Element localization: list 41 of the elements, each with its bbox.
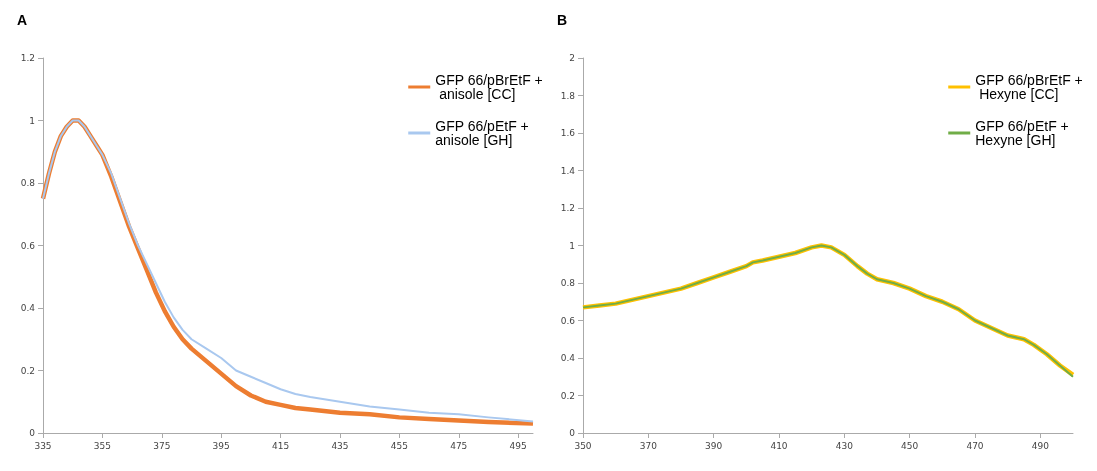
chart-title: A: [17, 12, 28, 28]
y-tick-label: 1.4: [560, 165, 576, 176]
y-tick-label: 0: [29, 428, 36, 438]
x-tick-label: 475: [450, 440, 468, 451]
x-tick-label: 355: [93, 440, 111, 451]
y-tick-label: 1.2: [20, 53, 35, 63]
y-tick-label: 1.6: [560, 128, 576, 138]
y-tick-label: 1.8: [560, 90, 576, 101]
x-tick-label: 415: [271, 440, 290, 451]
x-tick-label: 335: [34, 440, 52, 451]
y-tick-label: 1: [29, 115, 35, 126]
x-tick-label: 450: [901, 440, 919, 451]
x-tick-label: 350: [574, 440, 592, 451]
x-tick-label: 395: [212, 440, 230, 451]
x-tick-label: 430: [835, 440, 854, 451]
x-tick-label: 435: [331, 440, 349, 451]
x-tick-label: 390: [705, 440, 723, 451]
y-tick-label: 1: [569, 240, 575, 251]
y-tick-label: 0.8: [20, 178, 36, 188]
x-tick-label: 490: [1031, 440, 1050, 451]
y-tick-label: 0.2: [20, 365, 35, 376]
x-tick-label: 410: [770, 440, 788, 451]
y-tick-label: 0.2: [560, 390, 575, 401]
y-tick-label: 0.4: [560, 353, 576, 363]
legend-label: GFP 66/pEtF + Hexyne [GH]: [975, 118, 1073, 148]
x-tick-label: 495: [509, 440, 527, 451]
chart-title: B: [557, 12, 568, 28]
legend-label: GFP 66/pEtF + anisole [GH]: [435, 118, 533, 148]
legend-label: GFP 66/pBrEtF + anisole [CC]: [435, 72, 543, 102]
legend-label: GFP 66/pBrEtF + Hexyne [CC]: [975, 72, 1083, 102]
y-tick-label: 2: [569, 53, 575, 63]
y-tick-label: 1.2: [560, 203, 575, 213]
y-tick-label: 0.6: [20, 240, 36, 251]
y-tick-label: 0.8: [560, 278, 576, 288]
x-tick-label: 470: [966, 440, 984, 451]
x-tick-label: 370: [639, 440, 658, 451]
x-tick-label: 455: [390, 440, 408, 451]
y-tick-label: 0.4: [20, 303, 36, 313]
y-tick-label: 0.6: [560, 315, 576, 326]
x-tick-label: 375: [153, 440, 171, 451]
y-tick-label: 0: [569, 428, 576, 438]
